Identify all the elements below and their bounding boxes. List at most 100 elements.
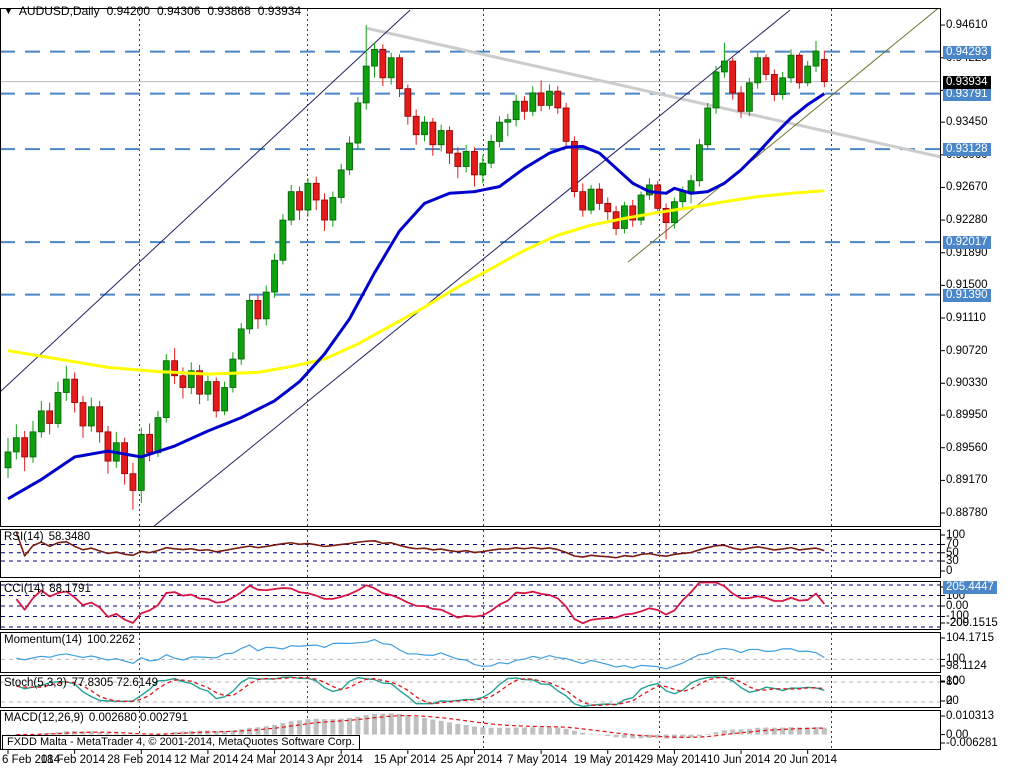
candle-body [504, 119, 512, 123]
ascending-channel-line-2[interactable] [153, 9, 791, 527]
candle-body [196, 370, 203, 395]
candle-body [429, 121, 437, 146]
candle-body [779, 77, 787, 95]
candle-body [37, 410, 45, 433]
price-tick-label: 0.89170 [946, 474, 988, 487]
macd-bar [13, 734, 19, 735]
macd-bar [422, 718, 427, 735]
date-label: 19 May 2014 [573, 754, 641, 766]
stochastic-axis-label: 80 [946, 676, 959, 688]
macd-bar [138, 734, 144, 736]
cci-axis-label: -100 [946, 610, 970, 623]
macd-bar [530, 727, 536, 735]
macd-bar [571, 730, 577, 735]
candle-body [12, 437, 20, 453]
candle-body [529, 92, 537, 112]
macd-bar [505, 727, 511, 735]
candle-body [329, 197, 337, 221]
candle-body [71, 378, 79, 403]
cci-line [15, 581, 826, 625]
candle-body [496, 121, 503, 142]
macd-bar [763, 727, 769, 735]
price-tick-label: 0.92280 [946, 214, 988, 227]
candle-body [537, 92, 545, 106]
macd-bar [455, 723, 461, 735]
macd-bar [805, 727, 811, 735]
macd-bar [613, 734, 619, 738]
price-tick-label: 0.91110 [946, 312, 986, 324]
candle-body [820, 58, 828, 83]
macd-bar [38, 733, 44, 735]
candle-body [162, 360, 170, 419]
macd-bar [97, 731, 103, 735]
macd-bar [222, 730, 228, 735]
rsi-panel-border [0, 529, 941, 578]
descending-trendline-gray[interactable] [365, 26, 941, 159]
macd-bar [596, 734, 602, 736]
candle-body [737, 92, 745, 112]
candle-body [404, 88, 412, 117]
candle-body [396, 57, 403, 90]
macd-bar [172, 732, 178, 735]
price-tick-label: 0.92670 [946, 181, 988, 194]
ascending-trendline-3[interactable] [627, 6, 941, 263]
candle-body [454, 152, 462, 167]
price-tick-label: 0.89950 [946, 409, 988, 422]
macd-signal-line [16, 714, 825, 738]
macd-bar [588, 733, 594, 735]
cci-axis-flag: 205.4447 [943, 581, 997, 594]
price-tick-label: 0.91500 [946, 279, 988, 292]
macd-bar [388, 713, 394, 735]
candle-body [312, 182, 320, 201]
macd-bar [788, 727, 794, 735]
macd-bar [413, 716, 419, 735]
candle-body [629, 205, 637, 221]
macd-bar [671, 734, 677, 739]
hline-price-flag: 0.93128 [943, 143, 991, 157]
macd-bar [696, 734, 702, 737]
candle-body [795, 54, 803, 84]
macd-bar [496, 727, 502, 735]
quote-low: 0.93868 [207, 4, 251, 18]
cci-panel-border [0, 581, 941, 630]
candle-body [787, 54, 795, 79]
date-label: 3 Apr 2014 [307, 754, 363, 766]
macd-bar [313, 718, 319, 735]
macd-bar [288, 721, 294, 735]
candle-body [87, 406, 95, 427]
chart-collapse-icon[interactable]: ▼ [4, 6, 13, 16]
momentum-axis-label: 98.1124 [946, 660, 987, 672]
candle-body [387, 57, 395, 79]
price-tick-label: 0.89560 [946, 441, 988, 454]
macd-bar [646, 734, 652, 738]
macd-bar [238, 729, 244, 735]
candle-body [371, 48, 378, 67]
candle-body [137, 433, 145, 491]
macd-bar [713, 732, 719, 735]
candle-body [812, 50, 820, 67]
macd-bar [397, 713, 403, 735]
candle-body [187, 370, 195, 388]
quote-close: 0.93934 [257, 4, 302, 18]
macd-bar [488, 727, 494, 735]
candle-body [695, 144, 703, 182]
macd-axis-label: 0.00 [946, 728, 969, 741]
macd-bar [705, 734, 711, 735]
candlestick-series[interactable] [4, 25, 828, 510]
ascending-channel-line-1[interactable] [0, 9, 411, 392]
candle-body [21, 437, 29, 458]
candle-body [79, 402, 87, 427]
date-label: 12 Mar 2014 [173, 754, 239, 766]
macd-bar [147, 734, 153, 736]
candle-body [754, 57, 762, 84]
macd-bar [205, 730, 211, 735]
stoch-d-line [16, 676, 825, 707]
macd-bar [122, 734, 128, 735]
macd-bar [405, 715, 411, 735]
candle-body [437, 130, 445, 146]
candle-body [154, 417, 162, 454]
candle-body [654, 184, 662, 209]
current-price-flag: 0.93934 [943, 75, 991, 89]
macd-bar [688, 734, 694, 738]
